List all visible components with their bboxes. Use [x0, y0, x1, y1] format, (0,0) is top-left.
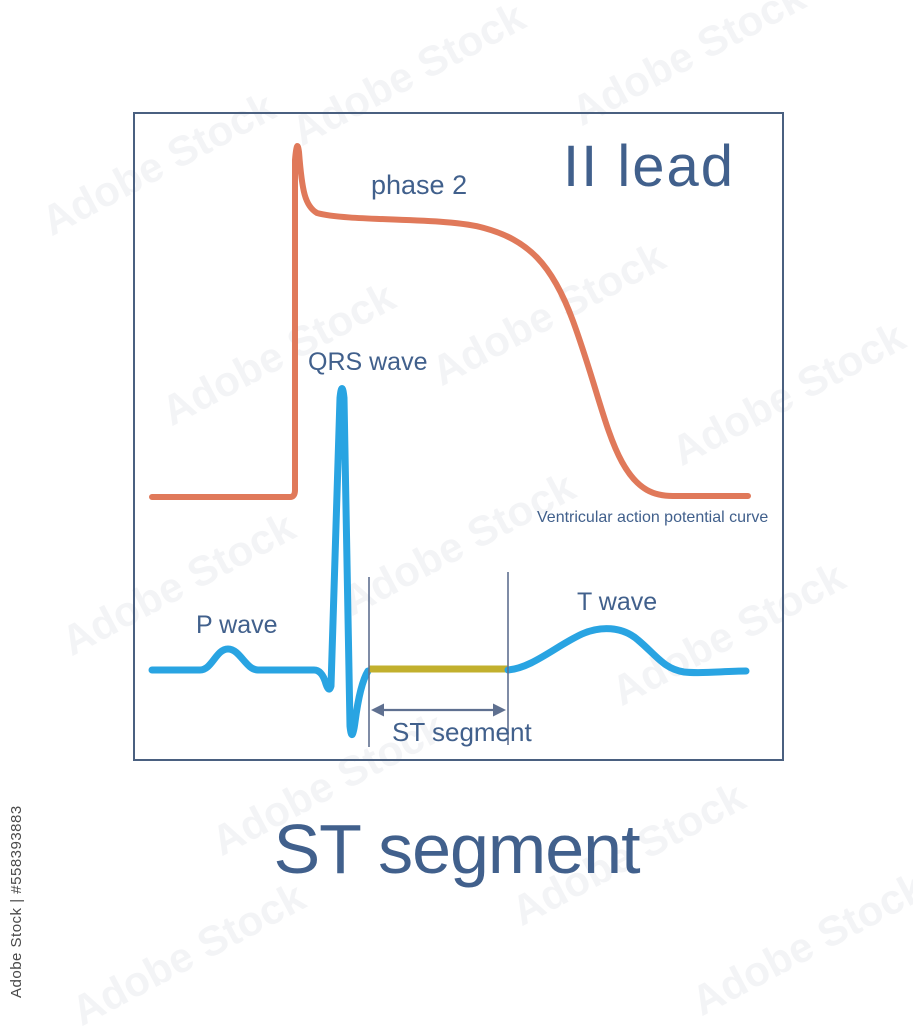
ecg-diagram-svg: [148, 143, 751, 747]
p-wave-label: P wave: [196, 611, 278, 639]
phase2-label: phase 2: [371, 170, 468, 200]
arrowhead-left-icon: [371, 703, 384, 717]
diagram-frame: [133, 112, 784, 761]
ecg-curve-left: [148, 385, 372, 738]
action-potential-curve: [149, 143, 751, 500]
st-segment-label: ST segment: [392, 717, 532, 747]
lead-title: II lead: [563, 134, 735, 199]
figure-canvas: Adobe Stock Adobe Stock Adobe Stock Adob…: [8, 0, 913, 1035]
arrowhead-right-icon: [493, 703, 506, 717]
t-wave-label: T wave: [577, 588, 658, 616]
action-potential-caption: Ventricular action potential curve: [537, 509, 769, 526]
qrs-wave-label: QRS wave: [308, 348, 428, 376]
page-title: ST segment: [273, 810, 640, 888]
stock-watermark-id: Adobe Stock | #558393883: [8, 805, 25, 998]
ecg-curve-right: [504, 625, 750, 677]
